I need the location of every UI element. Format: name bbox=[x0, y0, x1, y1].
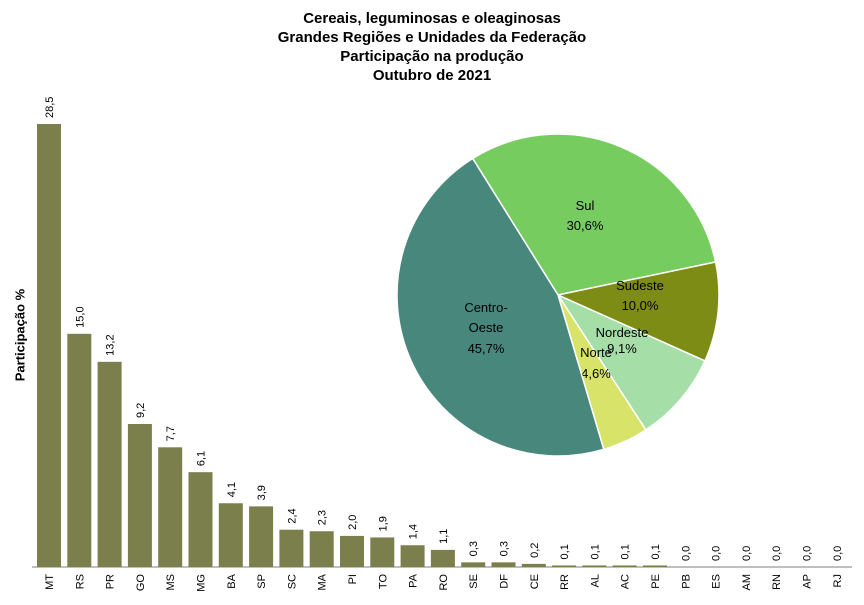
pie-name-norte: Norte bbox=[580, 345, 612, 360]
bar-MS bbox=[158, 447, 183, 567]
pie-name-centro-oeste-2: Oeste bbox=[469, 320, 504, 335]
value-label-RN: 0,0 bbox=[771, 546, 783, 561]
value-label-SC: 2,4 bbox=[286, 508, 298, 523]
bar-RS bbox=[67, 333, 92, 567]
tick-label-MS: MS bbox=[165, 574, 177, 591]
pie-slice-nordeste bbox=[555, 293, 706, 431]
value-label-SP: 3,9 bbox=[256, 485, 268, 500]
chart-title: Cereais, leguminosas e oleaginosas Grand… bbox=[0, 9, 864, 85]
value-label-SE: 0,3 bbox=[468, 541, 480, 556]
value-label-AM: 0,0 bbox=[741, 546, 753, 561]
bar-PE bbox=[643, 565, 667, 567]
bar-MT bbox=[37, 124, 61, 567]
value-label-MG: 6,1 bbox=[196, 451, 208, 466]
title-line-4: Outubro de 2021 bbox=[372, 67, 492, 84]
title-line-2: Grandes Regiões e Unidades da Federação bbox=[277, 29, 587, 46]
value-label-RJ: 0,0 bbox=[832, 546, 844, 561]
tick-label-PB: PB bbox=[680, 574, 692, 589]
value-label-PE: 0,1 bbox=[650, 544, 662, 559]
pie-value-norte: 4,6% bbox=[581, 366, 611, 381]
tick-label-MT: MT bbox=[44, 574, 56, 590]
value-label-RS: 15,0 bbox=[74, 306, 86, 327]
tick-label-PA: PA bbox=[408, 573, 420, 588]
tick-label-RN: RN bbox=[771, 574, 783, 590]
pie-slice-centro-oeste bbox=[396, 157, 605, 457]
value-label-PB: 0,0 bbox=[680, 546, 692, 561]
value-label-MS: 7,7 bbox=[165, 426, 177, 441]
pie-name-sul: Sul bbox=[576, 198, 595, 213]
bar-RO bbox=[430, 549, 455, 567]
tick-label-TO: TO bbox=[377, 574, 389, 590]
value-label-ES: 0,0 bbox=[711, 546, 723, 561]
tick-label-SP: SP bbox=[256, 574, 268, 589]
bar-AL bbox=[582, 565, 607, 567]
tick-label-RJ: RJ bbox=[832, 574, 844, 587]
pie-name-sudeste: Sudeste bbox=[616, 278, 664, 293]
bar-PR bbox=[97, 361, 122, 567]
pie-name-centro-oeste-1: Centro- bbox=[464, 300, 507, 315]
tick-label-GO: GO bbox=[135, 574, 147, 592]
tick-label-PE: PE bbox=[650, 574, 662, 589]
value-label-MA: 2,3 bbox=[317, 510, 329, 525]
bar-PA bbox=[400, 545, 425, 567]
bar-SC bbox=[279, 529, 304, 567]
value-label-MT: 28,5 bbox=[44, 97, 56, 118]
pie-slice-sudeste bbox=[555, 261, 720, 362]
value-label-TO: 1,9 bbox=[377, 516, 389, 531]
tick-label-ES: ES bbox=[711, 574, 723, 589]
tick-label-DF: DF bbox=[499, 574, 511, 589]
bar-MG bbox=[188, 472, 213, 567]
tick-label-AM: AM bbox=[741, 574, 753, 591]
tick-label-PI: PI bbox=[347, 574, 359, 584]
value-label-RR: 0,1 bbox=[559, 544, 571, 559]
tick-label-RS: RS bbox=[74, 574, 86, 589]
title-line-1: Cereais, leguminosas e oleaginosas bbox=[303, 10, 561, 27]
bar-AC bbox=[612, 565, 637, 567]
value-label-PA: 1,4 bbox=[408, 524, 420, 539]
value-label-BA: 4,1 bbox=[226, 482, 238, 497]
value-label-DF: 0,3 bbox=[499, 541, 511, 556]
tick-label-BA: BA bbox=[226, 573, 238, 588]
value-label-PI: 2,0 bbox=[347, 515, 359, 530]
tick-label-SC: SC bbox=[286, 574, 298, 589]
bar-DF bbox=[491, 562, 516, 567]
bar-PI bbox=[340, 535, 364, 567]
tick-label-CE: CE bbox=[529, 574, 541, 589]
pie-value-sudeste: 10,0% bbox=[622, 298, 659, 313]
value-label-RO: 1,1 bbox=[438, 529, 450, 544]
bar-BA bbox=[218, 503, 243, 567]
value-label-GO: 9,2 bbox=[135, 403, 147, 418]
title-line-3: Participação na produção bbox=[340, 48, 524, 65]
tick-label-PR: PR bbox=[105, 574, 117, 589]
bar-SE bbox=[461, 562, 486, 567]
tick-label-SE: SE bbox=[468, 574, 480, 589]
value-label-AP: 0,0 bbox=[802, 546, 814, 561]
value-label-PR: 13,2 bbox=[105, 334, 117, 355]
tick-label-AC: AC bbox=[620, 574, 632, 589]
tick-label-RR: RR bbox=[559, 574, 571, 590]
bar-MA bbox=[309, 531, 334, 567]
pie-value-centro-oeste: 45,7% bbox=[468, 341, 505, 356]
pie-name-nordeste: Nordeste bbox=[596, 325, 649, 340]
bar-GO bbox=[127, 423, 152, 567]
pie-value-nordeste: 9,1% bbox=[607, 341, 637, 356]
bar-TO bbox=[370, 537, 395, 567]
tick-label-MA: MA bbox=[317, 573, 329, 590]
tick-label-AL: AL bbox=[589, 574, 601, 587]
tick-label-MG: MG bbox=[196, 574, 208, 592]
bar-RR bbox=[552, 565, 577, 567]
value-label-AL: 0,1 bbox=[589, 544, 601, 559]
bar-SP bbox=[249, 506, 274, 567]
bar-CE bbox=[521, 563, 546, 567]
tick-label-RO: RO bbox=[438, 574, 450, 591]
pie-value-sul: 30,6% bbox=[567, 218, 604, 233]
tick-label-AP: AP bbox=[802, 574, 814, 589]
value-label-CE: 0,2 bbox=[529, 543, 541, 558]
value-label-AC: 0,1 bbox=[620, 544, 632, 559]
